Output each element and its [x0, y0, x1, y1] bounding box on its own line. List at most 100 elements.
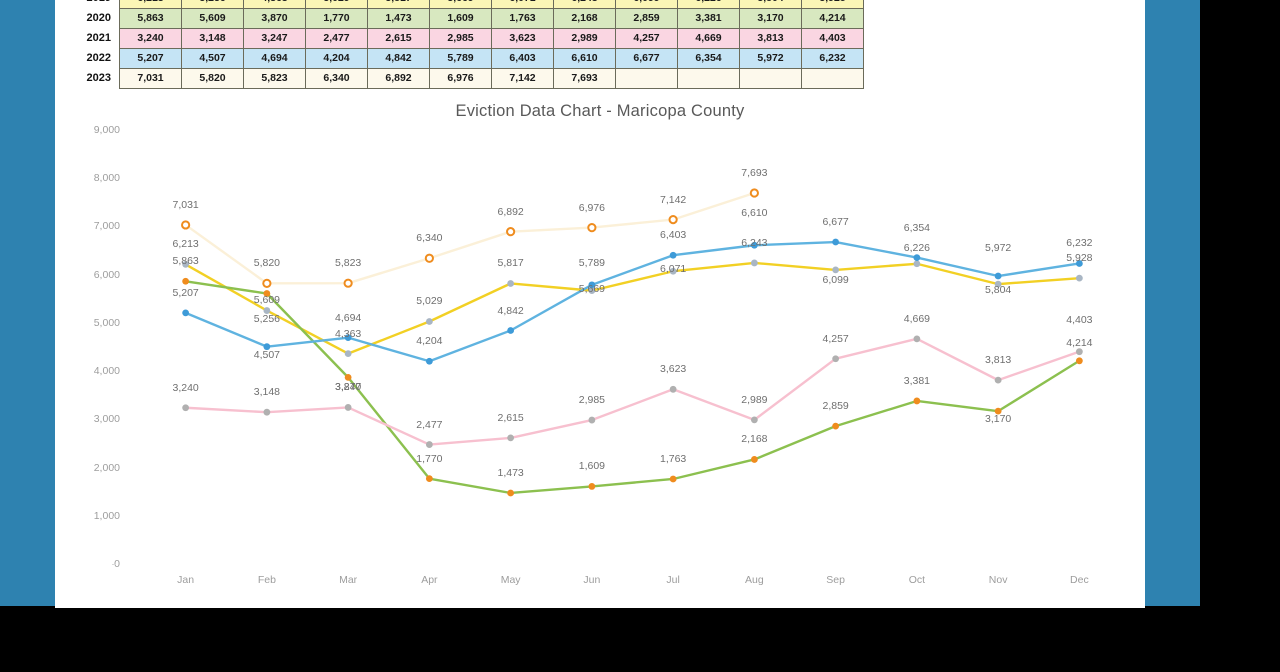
- table-cell[interactable]: 7,693: [553, 68, 616, 89]
- series-point-2019[interactable]: [344, 350, 352, 358]
- table-row[interactable]: 2020 5,863 5,609 3,870 1,770 1,473 1,609 1,763 2…: [75, 8, 864, 29]
- table-cell[interactable]: 5,789: [429, 48, 492, 69]
- series-point-2023[interactable]: [343, 278, 353, 288]
- series-point-2019[interactable]: [994, 280, 1002, 288]
- table-cell[interactable]: 3,148: [181, 28, 244, 49]
- table-cell[interactable]: 6,232: [801, 48, 864, 69]
- series-point-2021[interactable]: [913, 335, 921, 343]
- table-cell[interactable]: 2,168: [553, 8, 616, 29]
- series-line-2022[interactable]: [184, 240, 1081, 363]
- table-cell[interactable]: [739, 68, 802, 89]
- table-cell[interactable]: 3,381: [677, 8, 740, 29]
- table-cell[interactable]: 5,804: [739, 0, 802, 9]
- table-cell[interactable]: 5,820: [181, 68, 244, 89]
- series-point-2020[interactable]: [182, 277, 190, 285]
- series-point-2021[interactable]: [507, 434, 515, 442]
- table-cell[interactable]: 4,257: [615, 28, 678, 49]
- table-cell[interactable]: 3,170: [739, 8, 802, 29]
- table-cell[interactable]: 3,247: [243, 28, 306, 49]
- series-point-2023[interactable]: [587, 223, 597, 233]
- table-cell[interactable]: 5,972: [739, 48, 802, 69]
- series-point-2020[interactable]: [994, 407, 1002, 415]
- series-point-2021[interactable]: [263, 408, 271, 416]
- table-cell[interactable]: [677, 68, 740, 89]
- table-cell[interactable]: 5,817: [367, 0, 430, 9]
- table-cell[interactable]: 6,099: [615, 0, 678, 9]
- series-point-2023[interactable]: [424, 253, 434, 263]
- series-point-2022[interactable]: [344, 334, 352, 342]
- series-point-2019[interactable]: [913, 260, 921, 268]
- table-cell[interactable]: 1,609: [429, 8, 492, 29]
- table-cell[interactable]: [615, 68, 678, 89]
- table-cell[interactable]: 4,694: [243, 48, 306, 69]
- table-cell[interactable]: 2,989: [553, 28, 616, 49]
- series-point-2022[interactable]: [182, 309, 190, 317]
- series-point-2022[interactable]: [507, 327, 515, 334]
- table-cell[interactable]: 2,615: [367, 28, 430, 49]
- table-cell[interactable]: 6,071: [491, 0, 554, 9]
- series-point-2019[interactable]: [507, 280, 515, 287]
- series-point-2020[interactable]: [588, 483, 596, 490]
- series-point-2019[interactable]: [750, 259, 758, 267]
- series-line-2019[interactable]: [184, 261, 1081, 355]
- table-cell[interactable]: 6,354: [677, 48, 740, 69]
- table-cell[interactable]: 4,204: [305, 48, 368, 69]
- series-point-2020[interactable]: [425, 475, 433, 483]
- table-cell[interactable]: 5,823: [243, 68, 306, 89]
- table-cell[interactable]: 6,610: [553, 48, 616, 69]
- table-cell[interactable]: [801, 68, 864, 89]
- series-point-2021[interactable]: [344, 404, 352, 411]
- series-line-2020[interactable]: [184, 280, 1081, 495]
- table-row[interactable]: 2022 5,207 4,507 4,694 4,204 4,842 5,789 6,403 6…: [75, 48, 864, 69]
- table-cell[interactable]: 7,142: [491, 68, 554, 89]
- series-point-2020[interactable]: [669, 475, 677, 483]
- series-point-2022[interactable]: [263, 343, 271, 351]
- series-point-2020[interactable]: [263, 290, 271, 297]
- series-point-2022[interactable]: [1075, 260, 1083, 267]
- table-cell[interactable]: 3,813: [739, 28, 802, 49]
- table-cell[interactable]: 2,985: [429, 28, 492, 49]
- table-cell[interactable]: 4,842: [367, 48, 430, 69]
- table-row[interactable]: 20196,2135,2564,3635,0295,8175,6696,0716…: [75, 0, 864, 9]
- series-line-2021[interactable]: [184, 337, 1081, 446]
- series-point-2020[interactable]: [1075, 357, 1083, 365]
- series-point-2023[interactable]: [181, 220, 191, 230]
- table-cell[interactable]: 5,256: [181, 0, 244, 9]
- table-cell[interactable]: 6,677: [615, 48, 678, 69]
- series-point-2022[interactable]: [588, 281, 596, 289]
- series-point-2020[interactable]: [507, 489, 515, 497]
- table-cell[interactable]: 1,763: [491, 8, 554, 29]
- series-point-2021[interactable]: [1075, 348, 1083, 356]
- table-cell[interactable]: 5,207: [119, 48, 182, 69]
- series-point-2022[interactable]: [832, 238, 840, 246]
- series-point-2020[interactable]: [344, 373, 352, 381]
- table-cell[interactable]: 4,403: [801, 28, 864, 49]
- series-point-2020[interactable]: [750, 456, 758, 463]
- table-cell[interactable]: 6,213: [119, 0, 182, 9]
- table-row[interactable]: 2021 3,240 3,148 3,247 2,477 2,615 2,985 3,623 2…: [75, 28, 864, 49]
- series-point-2019[interactable]: [669, 267, 677, 275]
- series-point-2023[interactable]: [506, 227, 516, 237]
- table-cell[interactable]: 5,029: [305, 0, 368, 9]
- series-point-2021[interactable]: [425, 441, 433, 448]
- series-point-2019[interactable]: [588, 287, 596, 295]
- table-cell[interactable]: 4,363: [243, 0, 306, 9]
- series-point-2021[interactable]: [750, 416, 758, 424]
- table-cell[interactable]: 4,669: [677, 28, 740, 49]
- table-cell[interactable]: 6,226: [677, 0, 740, 9]
- series-point-2021[interactable]: [588, 416, 596, 424]
- series-point-2023[interactable]: [749, 188, 759, 198]
- table-cell[interactable]: 5,863: [119, 8, 182, 29]
- series-point-2021[interactable]: [669, 385, 677, 393]
- table-cell[interactable]: 1,473: [367, 8, 430, 29]
- series-line-2023[interactable]: [184, 191, 756, 285]
- series-point-2021[interactable]: [994, 376, 1002, 384]
- table-cell[interactable]: 5,669: [429, 0, 492, 9]
- table-cell[interactable]: 6,892: [367, 68, 430, 89]
- table-cell[interactable]: 2,477: [305, 28, 368, 49]
- eviction-line-chart[interactable]: Eviction Data Chart - Maricopa County 0 1…: [55, 96, 1145, 606]
- series-point-2021[interactable]: [182, 404, 190, 412]
- series-point-2019[interactable]: [425, 318, 433, 325]
- table-cell[interactable]: 6,340: [305, 68, 368, 89]
- table-row[interactable]: 2023 7,031 5,820 5,823 6,340 6,892 6,976 7,142 7…: [75, 68, 864, 89]
